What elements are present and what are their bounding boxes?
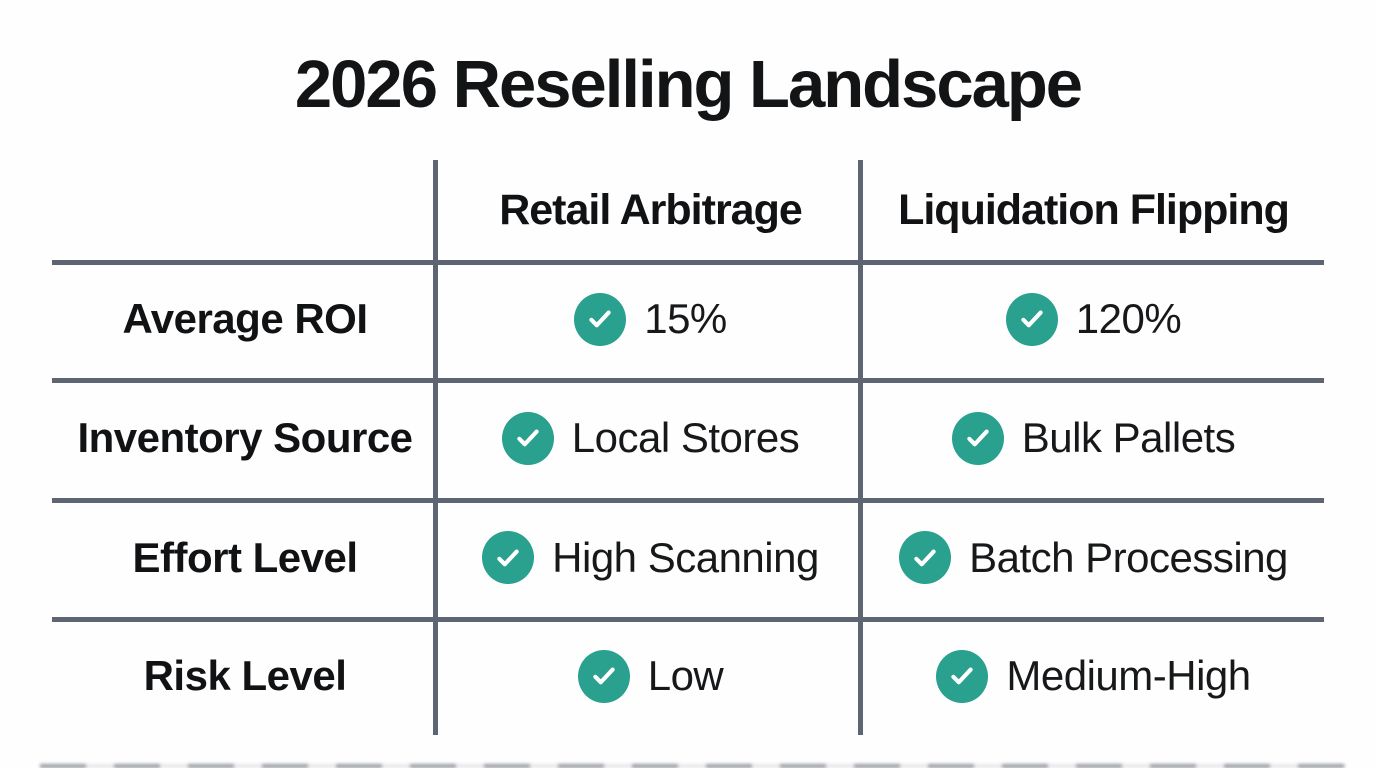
check-icon bbox=[482, 531, 535, 584]
cell-value: Bulk Pallets bbox=[1021, 414, 1236, 461]
vertical-divider bbox=[858, 160, 863, 735]
table-cell: Batch Processing bbox=[863, 498, 1324, 617]
cell-value: High Scanning bbox=[552, 533, 819, 581]
table-cell: High Scanning bbox=[438, 498, 863, 617]
cell-value: 120% bbox=[1075, 295, 1182, 342]
page-title: 2026 Reselling Landscape bbox=[294, 47, 1083, 122]
bottom-edge-artifact bbox=[40, 764, 1346, 768]
check-icon bbox=[951, 411, 1004, 465]
row-label-effort-level: Effort Level bbox=[132, 533, 358, 581]
table-cell: Local Stores bbox=[438, 378, 863, 498]
horizontal-divider bbox=[52, 498, 1324, 503]
cell-value: Batch Processing bbox=[969, 533, 1288, 581]
cell-value: Medium-High bbox=[1006, 652, 1251, 699]
check-icon bbox=[577, 649, 630, 703]
table-cell: Medium-High bbox=[863, 617, 1324, 735]
column-header-liquidation-flipping: Liquidation Flipping bbox=[898, 185, 1290, 234]
table-cell: 120% bbox=[863, 260, 1324, 378]
table-cell: 15% bbox=[438, 260, 863, 378]
vertical-divider bbox=[433, 160, 438, 735]
check-icon bbox=[574, 292, 627, 346]
check-icon bbox=[899, 531, 952, 584]
horizontal-divider bbox=[52, 378, 1324, 383]
horizontal-divider bbox=[52, 617, 1324, 622]
check-icon bbox=[1005, 292, 1058, 346]
row-label-inventory-source: Inventory Source bbox=[77, 414, 413, 461]
check-icon bbox=[936, 649, 989, 703]
corner-cell bbox=[52, 160, 438, 260]
row-label-risk-level: Risk Level bbox=[143, 652, 347, 699]
cell-value: 15% bbox=[644, 295, 727, 342]
check-icon bbox=[501, 411, 554, 465]
cell-value: Local Stores bbox=[571, 414, 800, 461]
table-cell: Bulk Pallets bbox=[863, 378, 1324, 498]
row-label-average-roi: Average ROI bbox=[122, 295, 368, 342]
cell-value: Low bbox=[647, 652, 724, 699]
table-cell: Low bbox=[438, 617, 863, 735]
horizontal-divider bbox=[52, 260, 1324, 265]
comparison-table: Retail Arbitrage Liquidation Flipping Av… bbox=[52, 160, 1324, 735]
column-header-retail-arbitrage: Retail Arbitrage bbox=[499, 185, 803, 234]
